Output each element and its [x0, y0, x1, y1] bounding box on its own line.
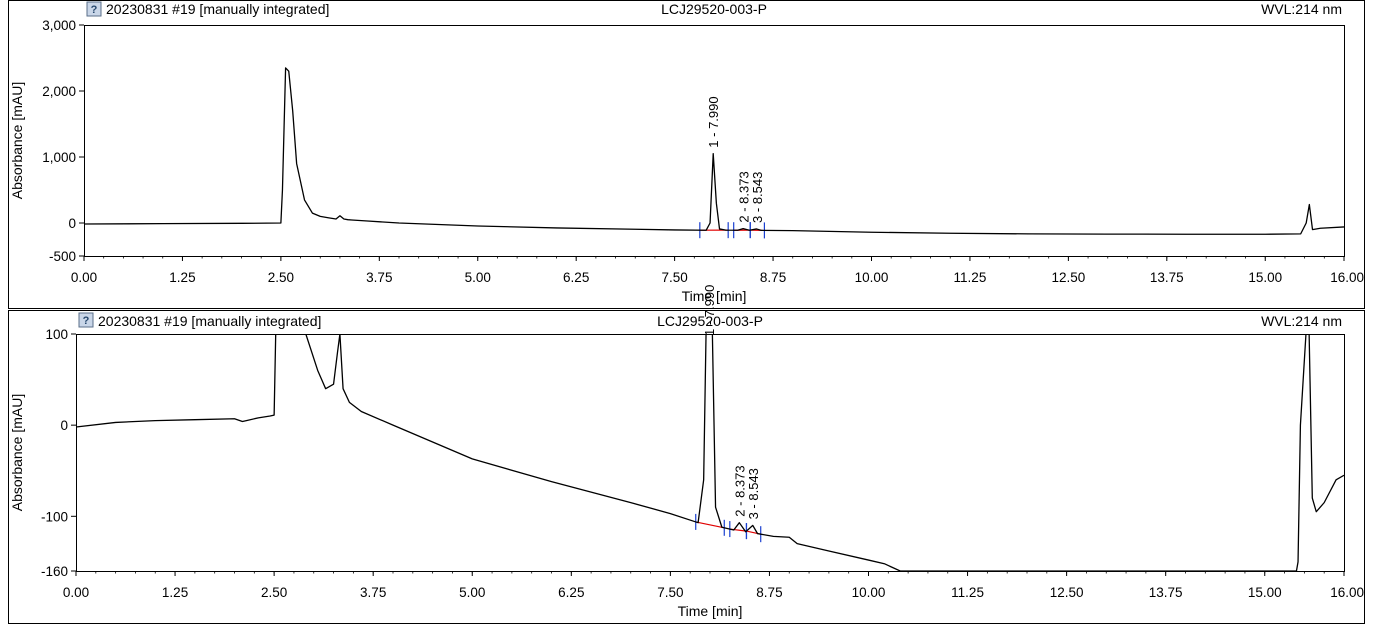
y-tick-label: -500	[49, 249, 76, 264]
wavelength-label: WVL:214 nm	[1261, 1, 1342, 17]
x-tick-label: 6.25	[563, 270, 589, 285]
sample-id: LCJ29520-003-P	[661, 1, 767, 17]
x-tick-label: 13.75	[1150, 270, 1184, 285]
x-tick-label: 8.75	[756, 585, 782, 600]
x-tick-label: 6.25	[558, 585, 584, 600]
x-tick-label: 5.00	[459, 585, 485, 600]
sample-name: 20230831 #19 [manually integrated]	[98, 313, 321, 329]
peak-label: 1 - 7.990	[706, 96, 721, 147]
sample-name: 20230831 #19 [manually integrated]	[106, 1, 329, 17]
help-icon[interactable]: ?	[87, 2, 101, 16]
help-icon-glyph: ?	[91, 4, 98, 16]
x-tick-label: 15.00	[1248, 270, 1282, 285]
panel-frame	[9, 311, 1365, 624]
x-tick-label: 12.50	[1050, 585, 1084, 600]
help-icon[interactable]: ?	[79, 313, 93, 327]
trace-line	[76, 334, 1344, 571]
y-axis-title: Absorbance [mAU]	[9, 82, 25, 200]
x-tick-label: 0.00	[71, 270, 97, 285]
x-tick-label: 12.50	[1051, 270, 1085, 285]
chromatogram-panel-1: ? 20230831 #19 [manually integrated] LCJ29…	[9, 1, 1365, 309]
peak-label: 3 - 8.543	[750, 172, 765, 223]
panel-frame	[9, 1, 1365, 309]
x-tick-label: 7.50	[657, 585, 683, 600]
x-tick-label: 7.50	[661, 270, 687, 285]
x-tick-label: 11.25	[954, 270, 987, 285]
x-tick-label: 13.75	[1149, 585, 1183, 600]
peak-label: 3 - 8.543	[746, 468, 761, 519]
y-tick-label: -160	[41, 564, 68, 579]
x-tick-label: 16.00	[1330, 585, 1364, 600]
x-tick-label: 8.75	[760, 270, 786, 285]
x-tick-label: 11.25	[951, 585, 984, 600]
help-icon-glyph: ?	[83, 315, 90, 327]
y-tick-label: 3,000	[42, 18, 76, 33]
y-tick-label: 2,000	[42, 84, 76, 99]
x-tick-label: 16.00	[1330, 270, 1364, 285]
chromatogram-panel-2: ?20230831 #19 [manually integrated]LCJ29…	[9, 285, 1365, 624]
x-tick-label: 2.50	[261, 585, 287, 600]
x-tick-label: 0.00	[63, 585, 89, 600]
y-tick-label: 0	[68, 216, 76, 231]
x-axis-title: Time [min]	[678, 603, 743, 619]
wavelength-label: WVL:214 nm	[1261, 313, 1342, 329]
peak-label: 1 - 7.990	[702, 285, 717, 336]
x-tick-label: 15.00	[1248, 585, 1282, 600]
x-tick-label: 1.25	[162, 585, 188, 600]
y-axis-title: Absorbance [mAU]	[9, 394, 25, 512]
x-tick-label: 3.75	[366, 270, 392, 285]
y-tick-label: 100	[45, 327, 68, 342]
x-tick-label: 3.75	[360, 585, 386, 600]
y-tick-label: -100	[41, 509, 68, 524]
x-tick-label: 10.00	[852, 585, 886, 600]
x-tick-label: 10.00	[855, 270, 889, 285]
trace-line	[84, 68, 1344, 234]
y-tick-label: 0	[60, 418, 68, 433]
y-tick-label: 1,000	[42, 150, 76, 165]
x-tick-label: 1.25	[169, 270, 195, 285]
x-tick-label: 5.00	[465, 270, 491, 285]
plot-area	[77, 335, 1345, 572]
x-tick-label: 2.50	[268, 270, 294, 285]
